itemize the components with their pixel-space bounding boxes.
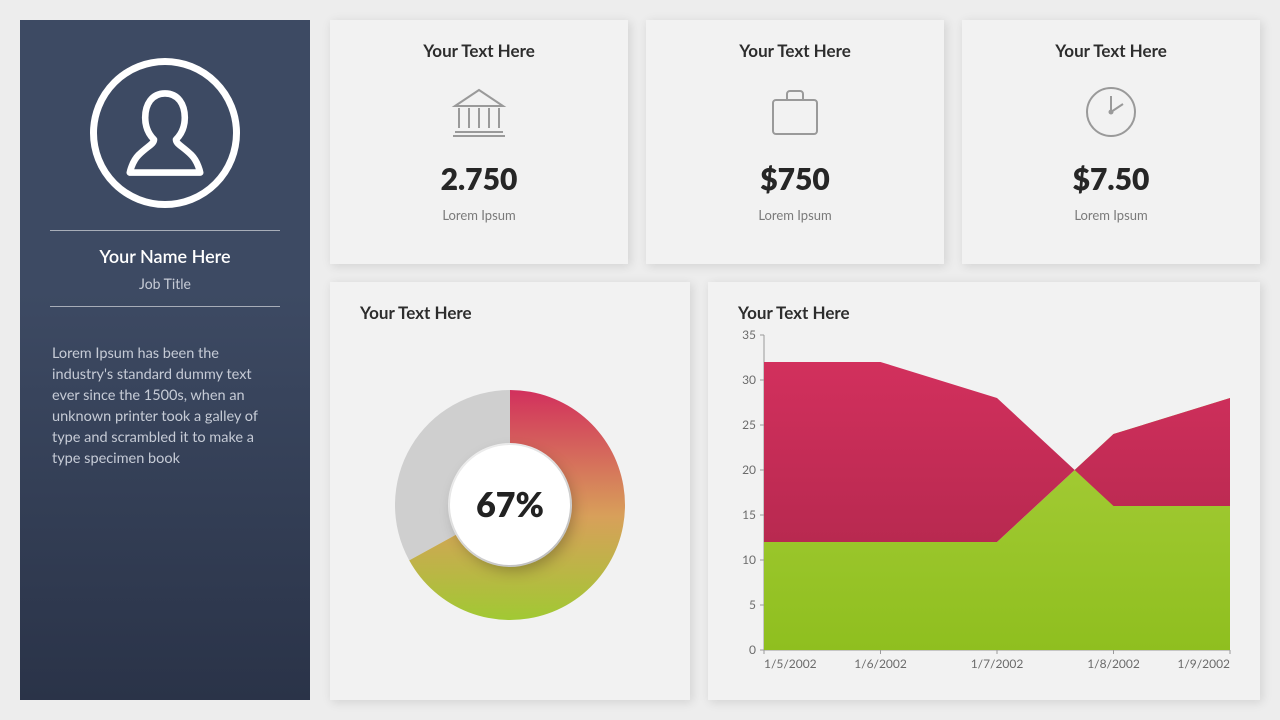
svg-text:0: 0 <box>749 642 756 657</box>
donut-chart: 67% <box>352 323 668 686</box>
svg-text:15: 15 <box>742 507 756 522</box>
card-title: Your Text Here <box>1055 40 1167 61</box>
stat-subtitle: Lorem Ipsum <box>1074 207 1147 223</box>
card-title: Your Text Here <box>738 302 850 323</box>
stat-card: Your Text Here $7.50 Lorem Ipsum <box>962 20 1260 264</box>
stat-value: $750 <box>760 161 830 197</box>
profile-bio: Lorem Ipsum has been the industry's stan… <box>50 343 280 469</box>
stat-card: Your Text Here $750 Lorem Ipsum <box>646 20 944 264</box>
donut-center-label: 67% <box>450 445 570 565</box>
svg-text:10: 10 <box>742 552 756 567</box>
area-chart-card: Your Text Here 0 5 10 15 20 25 30 35 1/5/2002 1/6… <box>708 282 1260 700</box>
svg-text:30: 30 <box>742 372 756 387</box>
stat-subtitle: Lorem Ipsum <box>442 207 515 223</box>
donut-chart-card: Your Text Here 67% <box>330 282 690 700</box>
svg-text:35: 35 <box>742 327 756 342</box>
stat-value: 2.750 <box>441 161 518 197</box>
person-silhouette-icon <box>110 78 220 188</box>
charts-row: Your Text Here 67% Your Text Here 0 5 10 15… <box>330 282 1260 700</box>
stat-subtitle: Lorem Ipsum <box>758 207 831 223</box>
stat-value: $7.50 <box>1073 161 1150 197</box>
avatar <box>90 58 240 208</box>
briefcase-icon <box>763 79 827 145</box>
divider <box>50 306 280 307</box>
svg-text:5: 5 <box>749 597 756 612</box>
divider <box>50 230 280 231</box>
main-content: Your Text Here 2.750 Lorem Ipsum Your Te… <box>330 20 1260 700</box>
area-chart: 0 5 10 15 20 25 30 35 1/5/2002 1/6/2002 1/7/2002 1/… <box>730 323 1238 686</box>
svg-text:25: 25 <box>742 417 756 432</box>
profile-job-title: Job Title <box>139 275 191 292</box>
bank-icon <box>447 79 511 145</box>
card-title: Your Text Here <box>739 40 851 61</box>
stat-card: Your Text Here 2.750 Lorem Ipsum <box>330 20 628 264</box>
svg-text:1/7/2002: 1/7/2002 <box>971 656 1024 671</box>
svg-text:20: 20 <box>742 462 756 477</box>
svg-text:1/8/2002: 1/8/2002 <box>1087 656 1140 671</box>
card-title: Your Text Here <box>423 40 535 61</box>
clock-icon <box>1079 79 1143 145</box>
stat-cards-row: Your Text Here 2.750 Lorem Ipsum Your Te… <box>330 20 1260 264</box>
card-title: Your Text Here <box>360 302 472 323</box>
profile-panel: Your Name Here Job Title Lorem Ipsum has… <box>20 20 310 700</box>
svg-text:1/5/2002: 1/5/2002 <box>764 656 817 671</box>
profile-name: Your Name Here <box>99 245 230 267</box>
svg-text:1/6/2002: 1/6/2002 <box>854 656 907 671</box>
svg-text:1/9/2002: 1/9/2002 <box>1177 656 1230 671</box>
